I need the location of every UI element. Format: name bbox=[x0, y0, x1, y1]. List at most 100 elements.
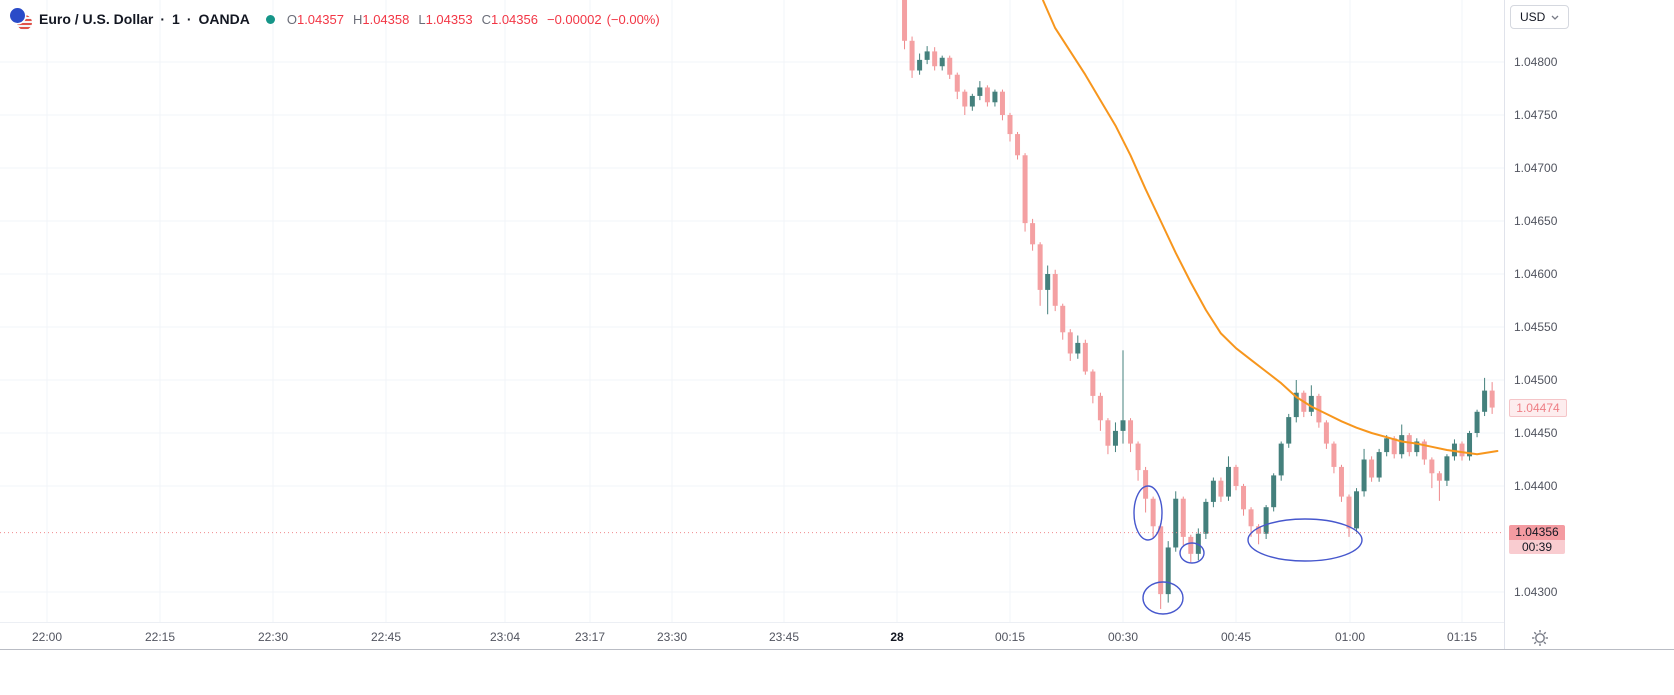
settings-gear-icon[interactable] bbox=[1531, 629, 1549, 647]
candle-body bbox=[1180, 498, 1186, 537]
time-axis-label: 23:45 bbox=[768, 630, 800, 644]
candle-body bbox=[1263, 507, 1269, 534]
chart-canvas[interactable]: Euro / U.S. Dollar · 1 · OANDA O1.04357 … bbox=[0, 0, 1504, 622]
close-value: 1.04356 bbox=[490, 11, 538, 27]
symbol-title[interactable]: Euro / U.S. Dollar bbox=[39, 11, 154, 27]
candle-body bbox=[1225, 466, 1231, 497]
time-axis-label: 22:30 bbox=[257, 630, 289, 644]
ellipse-annotation[interactable] bbox=[1133, 485, 1163, 541]
candle-body bbox=[992, 91, 998, 103]
candle-body bbox=[1188, 536, 1194, 554]
candle-body bbox=[924, 51, 930, 60]
candle-body bbox=[1361, 459, 1367, 492]
candle-body bbox=[932, 51, 938, 67]
candle-body bbox=[1369, 459, 1375, 478]
candle-body bbox=[1421, 441, 1427, 460]
candle-body bbox=[984, 87, 990, 103]
candle-body bbox=[1007, 115, 1013, 135]
price-axis-label: 1.04650 bbox=[1514, 214, 1558, 228]
time-axis-label: 23:30 bbox=[656, 630, 688, 644]
market-status-dot-icon bbox=[265, 14, 275, 24]
ellipse-annotation[interactable] bbox=[1142, 581, 1184, 615]
candle-body bbox=[1052, 274, 1058, 306]
candle-body bbox=[1467, 433, 1473, 457]
candle-body bbox=[999, 91, 1005, 115]
change-percent: (−0.00%) bbox=[606, 11, 660, 27]
candle-body bbox=[947, 57, 953, 75]
candle-body bbox=[1323, 422, 1329, 444]
candle-body bbox=[1271, 475, 1277, 508]
candle-body bbox=[1135, 443, 1141, 471]
low-label: L bbox=[418, 11, 426, 27]
candle-body bbox=[1354, 491, 1360, 529]
price-axis[interactable]: USD 1.04800 1.04750 1.04700 1.04650 1.04600 1… bbox=[1504, 0, 1674, 649]
candle-body bbox=[1022, 155, 1028, 224]
candle-body bbox=[1120, 420, 1126, 431]
candle-body bbox=[1444, 456, 1450, 481]
time-axis[interactable]: 22:00 22:15 22:30 22:45 23:04 23:17 23:30 23:45… bbox=[0, 622, 1504, 650]
candle-body bbox=[1308, 395, 1314, 412]
price-axis-label: 1.04550 bbox=[1514, 320, 1558, 334]
bar-countdown: 00:39 bbox=[1509, 539, 1565, 554]
price-axis-label: 1.04700 bbox=[1514, 161, 1558, 175]
candle-body bbox=[1203, 501, 1209, 534]
candle-body bbox=[1090, 371, 1096, 396]
candle-body bbox=[969, 95, 975, 107]
price-axis-label: 1.04400 bbox=[1514, 479, 1558, 493]
ellipse-annotation[interactable] bbox=[1247, 518, 1363, 562]
candle-body bbox=[1286, 417, 1292, 444]
time-axis-label: 01:00 bbox=[1334, 630, 1366, 644]
currency-label: USD bbox=[1520, 10, 1546, 24]
candle-body bbox=[1346, 496, 1352, 529]
interval-label[interactable]: 1 bbox=[172, 11, 180, 27]
candle-body bbox=[1293, 392, 1299, 418]
open-label: O bbox=[286, 11, 297, 27]
candle-body bbox=[1391, 438, 1397, 455]
close-label: C bbox=[481, 11, 491, 27]
current-price-value: 1.04356 bbox=[1509, 524, 1565, 540]
candle-body bbox=[1278, 443, 1284, 476]
candle-body bbox=[1429, 459, 1435, 474]
candle-body bbox=[1150, 498, 1156, 527]
chevron-down-icon bbox=[1551, 15, 1559, 20]
ellipse-annotation[interactable] bbox=[1179, 542, 1205, 564]
candle-body bbox=[1173, 498, 1179, 548]
candle-body bbox=[1384, 438, 1390, 453]
candle-body bbox=[1474, 411, 1480, 433]
price-axis-label: 1.04800 bbox=[1514, 55, 1558, 69]
price-axis-label: 1.04750 bbox=[1514, 108, 1558, 122]
candle-body bbox=[1399, 435, 1405, 455]
candle-body bbox=[1451, 443, 1457, 457]
open-value: 1.04357 bbox=[296, 11, 344, 27]
candle-body bbox=[1082, 342, 1088, 372]
candle-body bbox=[1143, 470, 1149, 499]
time-axis-label: 23:04 bbox=[489, 630, 521, 644]
candle-body bbox=[1097, 395, 1103, 421]
candle-body bbox=[1376, 452, 1382, 478]
candle-body bbox=[1067, 332, 1073, 354]
chart-legend: Euro / U.S. Dollar · 1 · OANDA O1.04357 … bbox=[10, 8, 660, 30]
exchange-label[interactable]: OANDA bbox=[198, 11, 250, 27]
title-separator: · bbox=[186, 11, 192, 27]
high-value: 1.04358 bbox=[362, 11, 410, 27]
price-axis-label: 1.04600 bbox=[1514, 267, 1558, 281]
candle-body bbox=[1241, 486, 1247, 510]
ma-line bbox=[1042, 0, 1499, 456]
ohlc-values: O1.04357 H1.04358 L1.04353 C1.04356 −0.0… bbox=[287, 12, 660, 27]
time-axis-label: 22:45 bbox=[370, 630, 402, 644]
candle-body bbox=[1105, 420, 1111, 446]
candle-body bbox=[1015, 134, 1021, 156]
change-value: −0.00002 bbox=[546, 11, 602, 27]
bottom-divider bbox=[0, 649, 1674, 650]
candle-body bbox=[1218, 480, 1224, 497]
candle-body bbox=[1331, 443, 1337, 467]
last-close-badge: 1.04474 bbox=[1509, 398, 1567, 417]
price-axis-label: 1.04450 bbox=[1514, 426, 1558, 440]
candle-body bbox=[1338, 466, 1344, 497]
price-axis-label: 1.04500 bbox=[1514, 373, 1558, 387]
current-price-badge: 1.04356 00:39 bbox=[1509, 524, 1565, 554]
candle-body bbox=[1165, 547, 1171, 595]
currency-selector[interactable]: USD bbox=[1510, 5, 1570, 29]
candlestick-chart bbox=[0, 0, 1504, 622]
